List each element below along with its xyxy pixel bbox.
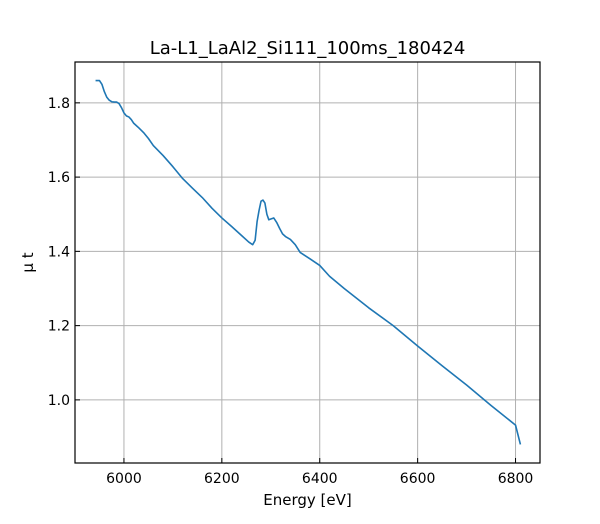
x-tick-label: 6600 [400,471,436,487]
tick-layer: 6000 6200 6400 6600 6800 1.0 1.2 1.4 1.6 1.8 [48,96,534,487]
y-tick-label: 1.8 [48,96,70,112]
grid-layer [75,62,540,463]
plot-frame [74,61,541,464]
y-tick-label: 1.4 [48,244,70,260]
y-tick-label: 1.6 [48,170,70,186]
x-tick-label: 6000 [106,471,142,487]
y-tick-label: 1.2 [48,319,70,335]
x-tick-label: 6200 [204,471,240,487]
y-axis-label: μ t [19,252,37,272]
x-tick-label: 6800 [498,471,534,487]
chart-title: La-L1_LaAl2_Si111_100ms_180424 [150,38,466,59]
series-line [95,79,522,445]
x-tick-label: 6400 [302,471,338,487]
series-layer [95,79,522,445]
x-axis-label: Energy [eV] [263,491,351,509]
y-tick-label: 1.0 [48,393,70,409]
